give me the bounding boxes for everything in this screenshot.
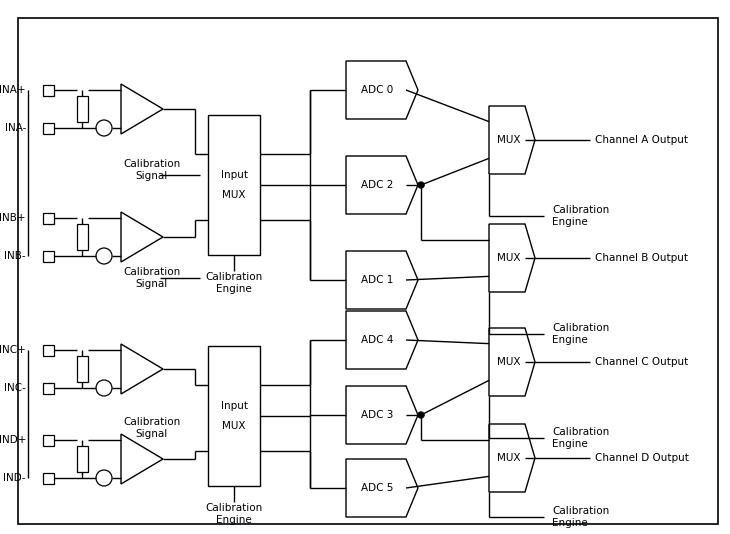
Text: MUX: MUX	[497, 357, 520, 367]
Polygon shape	[121, 344, 163, 394]
Text: Channel C Output: Channel C Output	[595, 357, 688, 367]
Text: IND+: IND+	[0, 435, 26, 445]
Text: Channel D Output: Channel D Output	[595, 453, 689, 463]
Bar	[42, 213, 53, 224]
Text: INA+: INA+	[0, 85, 26, 95]
Bar	[42, 84, 53, 96]
Text: INB-: INB-	[4, 251, 26, 261]
Text: MUX: MUX	[222, 190, 246, 200]
Text: Calibration
Engine: Calibration Engine	[205, 272, 263, 294]
Bar	[42, 344, 53, 356]
Bar	[208, 115, 260, 255]
Bar	[42, 122, 53, 134]
Text: Channel A Output: Channel A Output	[595, 135, 688, 145]
Polygon shape	[121, 212, 163, 262]
Text: INA-: INA-	[4, 123, 26, 133]
Bar	[42, 382, 53, 394]
Polygon shape	[346, 156, 418, 214]
Text: Input: Input	[220, 401, 247, 411]
Text: IND-: IND-	[4, 473, 26, 483]
Bar	[77, 96, 88, 122]
Bar	[42, 473, 53, 483]
Circle shape	[418, 182, 424, 188]
Bar	[42, 435, 53, 445]
Text: MUX: MUX	[497, 453, 520, 463]
Text: Calibration
Signal: Calibration Signal	[123, 267, 180, 289]
Text: Calibration
Engine: Calibration Engine	[205, 503, 263, 525]
Text: MUX: MUX	[497, 135, 520, 145]
Text: Calibration
Engine: Calibration Engine	[552, 323, 610, 345]
Circle shape	[418, 412, 424, 418]
Polygon shape	[489, 424, 535, 492]
Polygon shape	[489, 328, 535, 396]
Polygon shape	[489, 224, 535, 292]
Text: ADC 0: ADC 0	[361, 85, 393, 95]
Text: Calibration
Signal: Calibration Signal	[123, 159, 180, 181]
Text: Calibration
Engine: Calibration Engine	[552, 205, 610, 227]
Text: ADC 3: ADC 3	[361, 410, 393, 420]
Polygon shape	[346, 251, 418, 309]
Polygon shape	[346, 311, 418, 369]
Text: ADC 5: ADC 5	[361, 483, 393, 493]
Text: Calibration
Engine: Calibration Engine	[552, 506, 610, 528]
Text: MUX: MUX	[222, 421, 246, 431]
Polygon shape	[121, 84, 163, 134]
Bar	[77, 446, 88, 472]
Text: INB+: INB+	[0, 213, 26, 223]
Text: INC-: INC-	[4, 383, 26, 393]
Polygon shape	[489, 106, 535, 174]
Bar	[77, 356, 88, 382]
Polygon shape	[346, 386, 418, 444]
Polygon shape	[121, 434, 163, 484]
Bar	[42, 250, 53, 262]
Text: ADC 4: ADC 4	[361, 335, 393, 345]
Polygon shape	[346, 61, 418, 119]
Bar	[77, 224, 88, 250]
Text: INC+: INC+	[0, 345, 26, 355]
Text: Calibration
Signal: Calibration Signal	[123, 417, 180, 439]
Text: MUX: MUX	[497, 253, 520, 263]
Polygon shape	[346, 459, 418, 517]
Text: ADC 2: ADC 2	[361, 180, 393, 190]
Text: Channel B Output: Channel B Output	[595, 253, 688, 263]
Bar	[208, 346, 260, 486]
Text: Calibration
Engine: Calibration Engine	[552, 427, 610, 449]
Text: Input: Input	[220, 170, 247, 180]
Text: ADC 1: ADC 1	[361, 275, 393, 285]
